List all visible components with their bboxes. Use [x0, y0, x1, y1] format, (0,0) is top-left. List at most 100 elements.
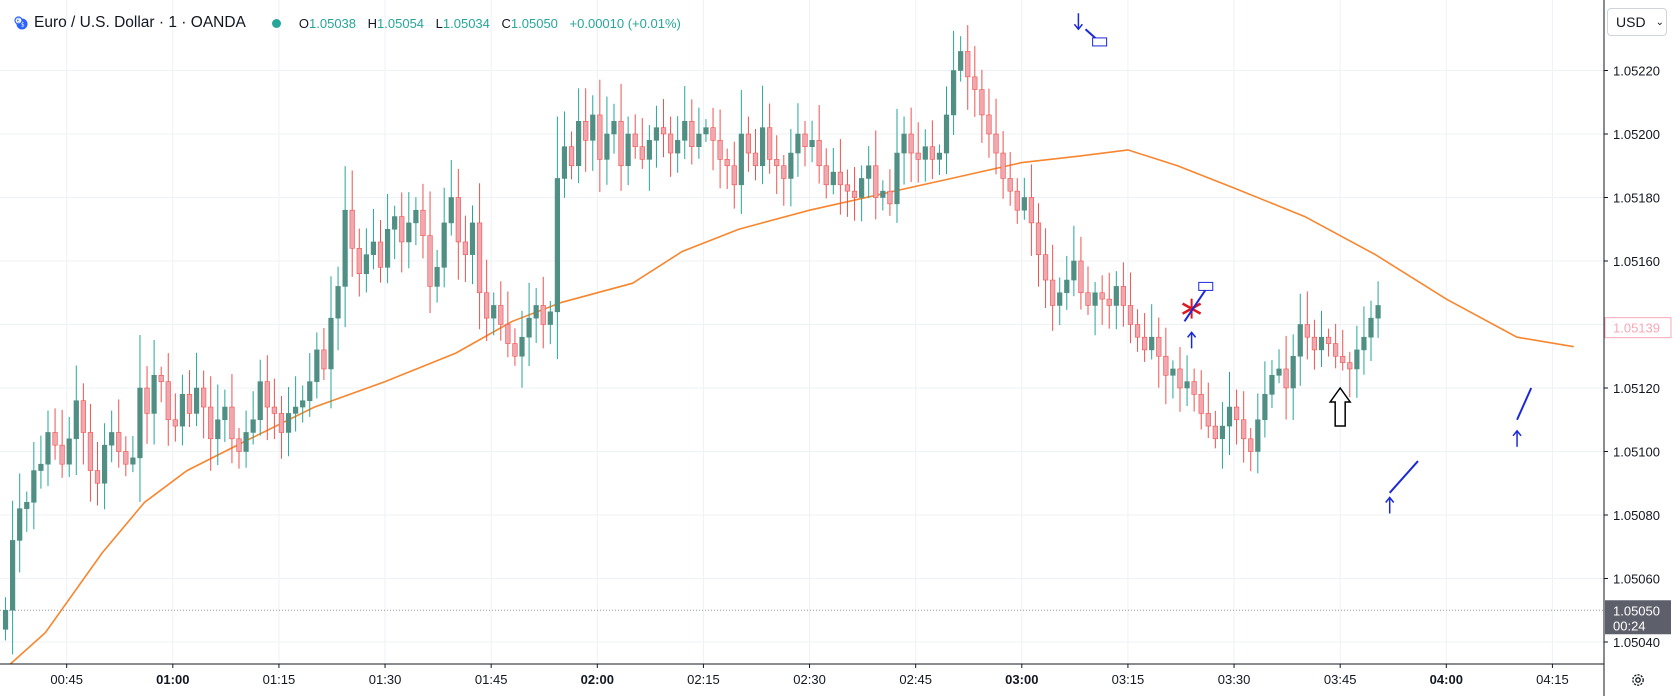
- candle-body: [236, 438, 242, 452]
- candles-layer: [2, 25, 1381, 655]
- candle: [667, 116, 674, 177]
- candle: [236, 428, 242, 469]
- candle-body: [484, 292, 490, 319]
- candle: [774, 135, 780, 195]
- candle-body: [1014, 190, 1020, 211]
- candle-body: [554, 178, 560, 313]
- candle-body: [1028, 197, 1035, 224]
- candle: [837, 139, 843, 215]
- candle-body: [193, 387, 200, 414]
- candle: [243, 410, 249, 468]
- candle: [759, 85, 766, 185]
- arrow-head: [1512, 429, 1522, 437]
- candle: [519, 310, 525, 388]
- candle-body: [547, 311, 553, 325]
- candle: [321, 327, 327, 381]
- candle-body: [922, 146, 928, 160]
- candle-body: [1248, 438, 1254, 452]
- candle-body: [1156, 336, 1162, 357]
- candle: [887, 169, 893, 216]
- candle: [795, 103, 801, 177]
- candle: [455, 168, 461, 280]
- candle-body: [943, 114, 950, 154]
- candle-body: [1035, 222, 1042, 255]
- candle-body: [604, 133, 610, 160]
- candle-body: [45, 432, 51, 465]
- candle-body: [1120, 286, 1126, 306]
- currency-pair-icon: € $: [14, 16, 28, 30]
- candle-body: [851, 190, 858, 198]
- candle-body: [462, 241, 469, 255]
- candle: [908, 107, 914, 182]
- candle-body: [130, 457, 136, 465]
- time-tick-label: 01:45: [475, 672, 508, 687]
- candle: [137, 334, 143, 502]
- candle: [349, 170, 355, 277]
- candle-body: [894, 152, 900, 205]
- candle-body: [392, 216, 398, 230]
- candle: [1106, 272, 1112, 329]
- candle: [922, 129, 928, 182]
- candle-body: [788, 152, 794, 179]
- time-tick-label: 01:15: [263, 672, 296, 687]
- ma-value-label: 1.05139: [1613, 321, 1660, 336]
- currency-select-button[interactable]: USD ⌄: [1607, 8, 1667, 36]
- candle: [646, 125, 652, 191]
- candle: [597, 79, 603, 193]
- candle-body: [1050, 279, 1056, 306]
- candle-body: [880, 190, 886, 198]
- candle-body: [675, 140, 681, 154]
- candle-body: [1283, 368, 1289, 389]
- candle-body: [1226, 406, 1233, 427]
- candle: [1276, 349, 1282, 384]
- candle-body: [399, 216, 405, 243]
- moving-average-line: [2, 149, 1574, 672]
- time-tick-label: 02:00: [581, 672, 614, 687]
- candle-body: [59, 444, 65, 465]
- candle-body: [724, 159, 730, 167]
- candle-body: [1170, 368, 1176, 376]
- candle: [469, 205, 476, 285]
- symbol-title[interactable]: Euro / U.S. Dollar · 1 · OANDA: [34, 14, 246, 31]
- candle-body: [1276, 368, 1282, 376]
- candle: [1361, 306, 1367, 375]
- candle-body: [653, 127, 660, 141]
- candle: [116, 399, 122, 468]
- candle-body: [1198, 394, 1204, 414]
- candle: [1205, 382, 1211, 439]
- open-label: O: [298, 15, 310, 31]
- candle: [17, 473, 23, 573]
- candle: [533, 287, 539, 343]
- candle-body: [795, 133, 801, 154]
- candle: [278, 395, 285, 459]
- candle: [10, 500, 16, 655]
- candle-body: [667, 133, 674, 154]
- arrow-head: [1187, 331, 1197, 338]
- candle: [193, 352, 200, 427]
- candle: [271, 378, 277, 440]
- candle: [1134, 309, 1141, 352]
- chart-settings-button[interactable]: [1626, 668, 1650, 692]
- candle-body: [717, 140, 723, 160]
- candle-body: [618, 121, 624, 167]
- candle-body: [420, 209, 426, 236]
- candle: [568, 131, 575, 180]
- candle-body: [1262, 394, 1268, 421]
- candle-body: [901, 133, 907, 154]
- candle: [179, 374, 186, 446]
- candle: [653, 105, 660, 168]
- candle: [639, 118, 645, 169]
- candle-body: [2, 609, 9, 630]
- candle: [1035, 203, 1042, 287]
- candle-body: [950, 70, 957, 116]
- candle: [328, 276, 334, 409]
- candle-body: [689, 121, 695, 148]
- candle: [109, 410, 115, 463]
- candle: [52, 408, 58, 460]
- candle: [1233, 389, 1240, 445]
- candle: [1311, 319, 1318, 370]
- candle-body: [201, 387, 207, 408]
- candle-body: [52, 432, 58, 446]
- candle-body: [222, 406, 228, 421]
